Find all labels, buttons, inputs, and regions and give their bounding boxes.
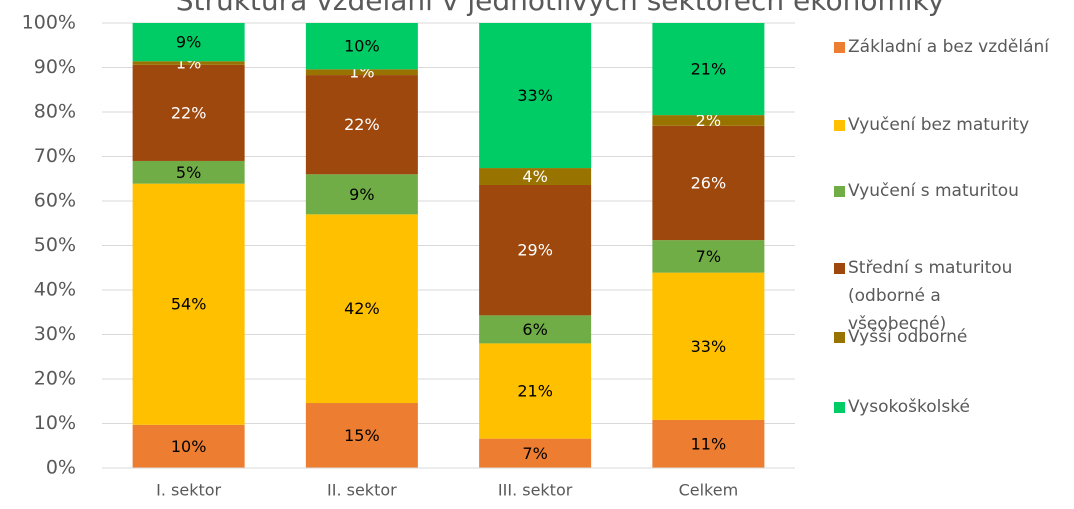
bar-segment [479,23,592,169]
data-label: 21% [517,382,553,401]
bar-segment [479,315,592,344]
y-tick-label: 30% [34,323,76,345]
x-tick-label: I. sektor [156,481,221,500]
data-label: 7% [522,444,547,463]
data-label: 33% [691,337,727,356]
y-tick-label: 20% [34,368,76,390]
data-label: 10% [344,37,380,56]
legend-item: Vyučení s maturitou [834,177,1074,205]
bar-segment [652,125,765,241]
legend-item: Vyšší odborné [834,323,1074,351]
bar-segment [305,23,418,70]
y-tick-label: 50% [34,234,76,256]
bar-segment [305,403,418,468]
bar-segment [652,23,765,116]
bar-segment [305,69,418,76]
data-label: 42% [344,299,380,318]
bar-segment [652,272,765,420]
x-tick-label: III. sektor [498,481,573,500]
bar-segment [305,214,418,404]
bar-segment [652,419,765,468]
legend-swatch [834,186,845,197]
legend-label: Základní a bez vzdělání [848,37,1050,57]
y-tick-label: 100% [22,12,76,34]
data-label: 4% [522,167,547,186]
bar-segment [652,115,765,126]
legend-item: Základní a bez vzdělání [834,33,1074,61]
data-label: 6% [522,320,547,339]
bar-segment [305,174,418,215]
legend-label: Vyučení s maturitou [848,181,1019,201]
bar-segment [132,61,245,65]
bar-segment [479,184,592,316]
y-tick-label: 0% [46,457,76,479]
data-label: 29% [517,241,553,260]
chart-title: Struktura vzdělání v jednotlivých sektor… [176,0,945,17]
data-label: 21% [691,60,727,79]
legend-item: Vysokoškolské [834,393,1074,421]
bar-segment [305,75,418,175]
bar-segment [132,424,245,468]
y-tick-label: 60% [34,190,76,212]
data-label: 2% [696,111,721,130]
bar-segment [479,168,592,185]
legend-swatch [834,42,845,53]
legend-item: Střední s maturitou (odborné a všeobecné… [834,254,1038,338]
data-label: 22% [344,115,380,134]
data-label: 22% [171,103,207,122]
data-label: 15% [344,426,380,445]
y-tick-label: 40% [34,279,76,301]
data-label: 11% [691,434,727,453]
legend-label: Střední s maturitou (odborné a všeobecné… [848,258,1013,334]
bar-segment [479,438,592,468]
data-label: 5% [176,163,201,182]
bar-segment [652,240,765,273]
data-label: 33% [517,86,553,105]
bar-segment [132,64,245,161]
x-tick-label: Celkem [679,481,739,500]
legend-item: Vyučení bez maturity [834,111,1074,139]
data-label: 9% [176,33,201,52]
bar-segment [132,183,245,425]
y-tick-label: 80% [34,101,76,123]
data-label: 7% [696,247,721,266]
legend-label: Vyučení bez maturity [848,115,1030,135]
y-tick-label: 10% [34,412,76,434]
y-tick-label: 70% [34,145,76,167]
legend-swatch [834,263,845,274]
data-label: 54% [171,295,207,314]
bar-segment [132,160,245,184]
data-label: 10% [171,437,207,456]
bar-segment [132,23,245,62]
legend-swatch [834,120,845,131]
legend-swatch [834,402,845,413]
bar-segment [479,343,592,439]
data-label: 9% [349,185,374,204]
data-label: 26% [691,173,727,192]
y-tick-label: 90% [34,56,76,78]
x-tick-label: II. sektor [327,481,397,500]
legend-label: Vysokoškolské [848,397,970,417]
legend-label: Vyšší odborné [848,327,968,347]
legend-swatch [834,332,845,343]
